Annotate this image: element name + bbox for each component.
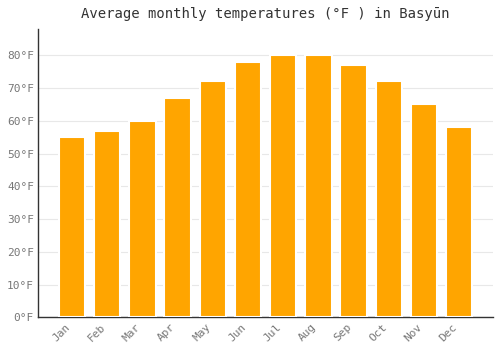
Bar [270,55,296,317]
Bar [376,82,402,317]
Bar [200,82,226,317]
Bar [235,62,261,317]
Title: Average monthly temperatures (°F ) in Basyūn: Average monthly temperatures (°F ) in Ba… [82,7,450,21]
Bar [129,121,156,317]
Bar [164,98,191,317]
Bar [446,127,472,317]
Bar [305,55,332,317]
Bar [411,104,437,317]
Bar [94,131,120,317]
Bar [59,137,85,317]
Bar [340,65,367,317]
